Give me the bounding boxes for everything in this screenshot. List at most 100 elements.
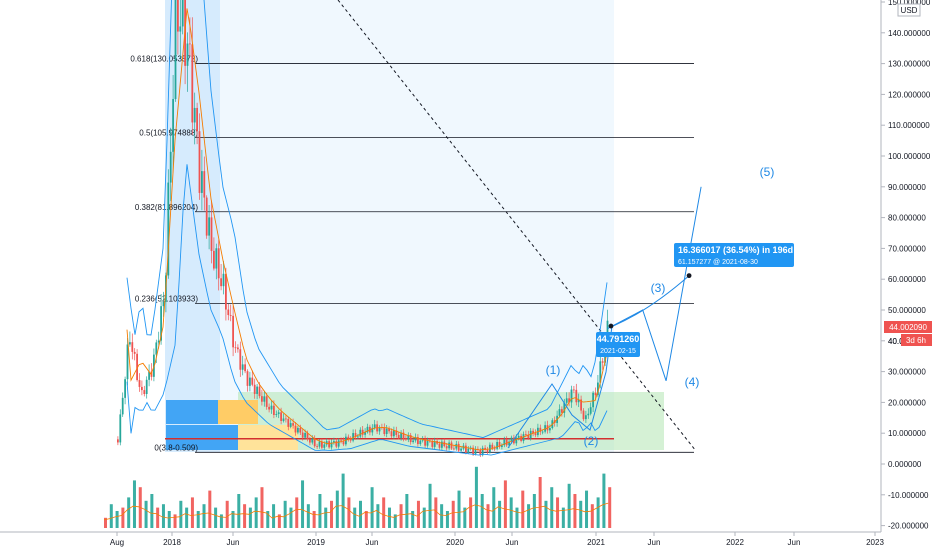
candle-body: [215, 248, 218, 269]
price-callout[interactable]: 44.791260 2021-02-15: [596, 332, 640, 357]
volume-bar: [335, 490, 339, 528]
x-tick-label: 2019: [307, 538, 325, 547]
volume-bar: [527, 504, 531, 528]
candle-body: [357, 436, 359, 438]
projection-callout-headline: 16.366017 (36.54%) in 196d: [678, 245, 793, 255]
elliott-wave-projection[interactable]: [507, 186, 702, 449]
candle-body: [198, 131, 201, 193]
volume-bar: [474, 466, 478, 528]
yellow-block-top: [218, 400, 258, 424]
volume-bar: [312, 511, 316, 528]
x-tick-label: Aug: [110, 538, 124, 547]
candle-body: [316, 446, 318, 448]
candle-body: [191, 44, 194, 123]
candle-body: [141, 386, 143, 391]
volume-bar: [318, 494, 322, 528]
candle-body: [227, 309, 230, 316]
candle-body: [285, 418, 287, 420]
volume-bar: [144, 500, 148, 528]
candle-body: [309, 439, 311, 443]
candle-body: [172, 99, 174, 152]
projection-callout[interactable]: 16.366017 (36.54%) in 196d 61.157277 @ 2…: [674, 243, 794, 267]
candle-body: [229, 315, 232, 316]
y-tick-label: -10.000000: [888, 491, 929, 500]
candle-body: [208, 217, 210, 236]
candle-body: [155, 342, 158, 355]
candle-body: [373, 424, 376, 428]
volume-bar: [266, 511, 270, 528]
volume-bar: [185, 507, 189, 528]
candle-body: [606, 320, 609, 341]
countdown-value: 3d 6h: [906, 336, 926, 345]
volume-bar: [161, 504, 165, 528]
volume-bar: [132, 480, 136, 528]
volume-bar: [324, 507, 328, 528]
projection-start-point: [608, 323, 614, 329]
candle-body: [558, 409, 561, 416]
candle-body: [496, 441, 498, 449]
candle-body: [323, 444, 326, 448]
volume-bar: [260, 487, 264, 528]
indicator-overlays: [126, 0, 608, 456]
currency-badge-box[interactable]: [897, 3, 921, 17]
candle-body: [441, 441, 443, 448]
candle-body: [599, 361, 602, 383]
candle-body: [525, 434, 527, 435]
candle-body: [318, 441, 321, 447]
volume-bar: [585, 490, 589, 528]
candle-body: [539, 427, 542, 432]
volume-bar: [440, 504, 444, 528]
candle-body: [438, 443, 441, 448]
candle-body: [484, 447, 486, 450]
candle-body: [390, 431, 393, 437]
volume-bar: [486, 504, 490, 528]
y-tick-label: 80.000000: [888, 214, 926, 223]
projection-callout-detail: 61.157277 @ 2021-08-30: [678, 259, 758, 266]
x-tick-label: 2021: [587, 538, 605, 547]
volume-bar: [150, 494, 154, 528]
projection-arc: [612, 275, 690, 327]
green-zone: [238, 392, 664, 450]
volume-bar: [190, 497, 194, 528]
candle-body: [393, 430, 395, 437]
candle-body: [138, 380, 141, 387]
last-price-under-label: 40.0: [888, 337, 904, 346]
candle-body: [414, 437, 417, 441]
candle-body: [582, 410, 585, 420]
volume-bar: [306, 504, 310, 528]
candle-body: [508, 441, 510, 446]
candle-body: [275, 414, 278, 415]
candle-body: [256, 386, 258, 394]
candle-body: [481, 447, 484, 456]
candle-body: [304, 433, 306, 438]
time-axis[interactable]: Aug 2018 Jun 2019 Jun 2020 Jun 2021 Jun 2022 Jun 20…: [0, 531, 884, 547]
price-axis[interactable]: 150.000000140.000000130.000000120.000000…: [880, 0, 932, 532]
candle-body: [491, 444, 494, 449]
candle-body: [337, 440, 340, 447]
candle-body: [532, 430, 534, 434]
candle-body: [474, 448, 477, 455]
candle-body: [460, 448, 462, 451]
candle-body: [577, 399, 580, 403]
candle-body: [335, 441, 338, 447]
candle-body: [580, 399, 582, 411]
volume-bar: [214, 507, 218, 528]
last-price-tag: [884, 321, 932, 333]
candle-body: [193, 107, 196, 123]
price-callout-value: 44.791260: [597, 334, 640, 344]
candle-body: [321, 441, 323, 448]
y-tick-label: 50.000000: [888, 306, 926, 315]
candle-body: [472, 447, 474, 455]
candle-body: [249, 377, 251, 386]
last-price-value: 44.002090: [889, 323, 927, 332]
volume-bar: [376, 504, 380, 528]
fib-label-0: 0.618(130.053572): [130, 54, 198, 63]
x-tick-label: 2022: [726, 538, 744, 547]
candle-body: [450, 442, 453, 449]
candle-body: [397, 434, 400, 439]
time-axis-ticks: Aug 2018 Jun 2019 Jun 2020 Jun 2021 Jun 2022 Jun 20…: [110, 532, 884, 547]
candle-body: [544, 425, 546, 432]
x-tick-label: Jun: [227, 538, 240, 547]
candle-body: [448, 442, 450, 449]
